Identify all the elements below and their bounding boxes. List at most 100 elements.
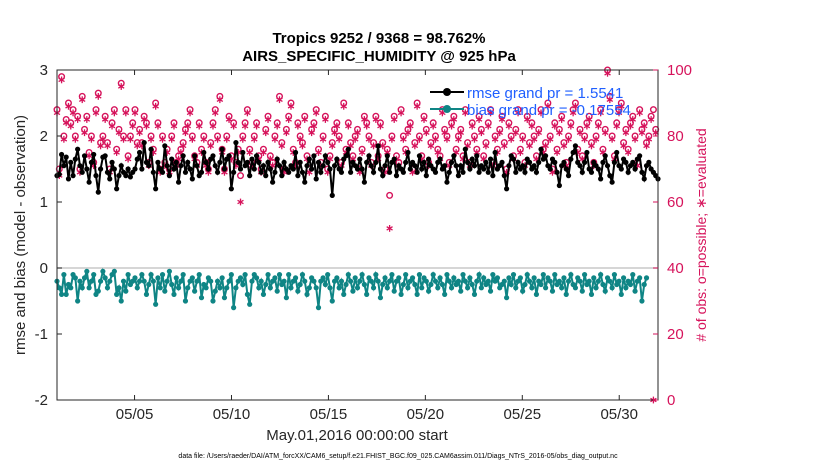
obs-evaluated-point xyxy=(462,109,469,117)
bias-point xyxy=(465,285,471,291)
bias-point xyxy=(146,281,152,288)
bias-point xyxy=(437,275,443,281)
obs-evaluated-point xyxy=(186,109,194,117)
bias-point xyxy=(403,272,409,278)
obs-evaluated-point xyxy=(113,149,120,156)
obs-evaluated-point xyxy=(542,142,549,150)
bias-point xyxy=(79,285,85,291)
obs-evaluated-point xyxy=(361,116,368,123)
obs-evaluated-point xyxy=(354,129,361,137)
bias-point xyxy=(377,295,384,301)
rmse-point xyxy=(214,169,221,175)
obs-evaluated-point xyxy=(377,122,384,130)
bias-point xyxy=(641,281,647,288)
rmse-point xyxy=(609,179,615,185)
rmse-point xyxy=(95,189,101,195)
obs-evaluated-point xyxy=(423,129,430,137)
rmse-point xyxy=(104,169,111,175)
bias-point xyxy=(306,285,312,291)
obs-evaluated-point xyxy=(189,135,196,143)
obs-evaluated-point xyxy=(624,149,632,156)
legend-bias-label: bias grand pr = -0.17554 xyxy=(467,102,631,119)
bias-point xyxy=(373,272,379,278)
obs-evaluated-point xyxy=(581,135,588,143)
obs-evaluated-point xyxy=(83,116,91,123)
rmse-point xyxy=(426,156,432,162)
rmse-point xyxy=(510,156,517,162)
obs-evaluated-point xyxy=(315,149,322,156)
obs-evaluated-point xyxy=(308,129,315,137)
obs-evaluated-point xyxy=(475,116,483,123)
bias-point xyxy=(577,278,583,284)
bias-point xyxy=(97,278,104,284)
rmse-point xyxy=(364,159,370,165)
y-left-tick-label: 3 xyxy=(40,62,48,79)
bias-point xyxy=(487,288,494,294)
obs-evaluated-point xyxy=(276,96,283,104)
bias-point xyxy=(526,278,533,284)
bias-point xyxy=(157,285,163,291)
rmse-point xyxy=(639,169,645,175)
rmse-point xyxy=(641,176,647,182)
y-axis-label-left: rmse and bias (model - observation) xyxy=(12,115,29,355)
obs-evaluated-point xyxy=(312,109,320,117)
rmse-point xyxy=(270,179,276,185)
rmse-point xyxy=(219,146,225,152)
bias-point xyxy=(382,275,388,281)
plot-frame xyxy=(56,69,659,401)
obs-evaluated-point xyxy=(301,116,309,123)
rmse-point xyxy=(581,159,588,165)
rmse-point xyxy=(536,159,542,165)
bias-point xyxy=(593,285,599,291)
rmse-point xyxy=(387,169,393,175)
bias-point xyxy=(416,272,423,278)
y-right-tick-label: 60 xyxy=(667,194,684,211)
bias-point xyxy=(348,278,354,284)
obs-evaluated-point xyxy=(179,142,187,150)
y-right-tick-label: 80 xyxy=(667,128,684,145)
bias-point xyxy=(95,288,101,294)
rmse-point xyxy=(623,159,629,165)
obs-evaluated-point xyxy=(154,122,162,130)
obs-evaluated-point xyxy=(120,135,127,143)
rmse-point xyxy=(318,169,324,175)
rmse-point xyxy=(127,174,134,180)
rmse-point xyxy=(192,153,198,159)
bias-point xyxy=(531,275,537,281)
rmse-point xyxy=(361,179,367,185)
rmse-point xyxy=(646,159,652,165)
rmse-point xyxy=(189,176,195,182)
obs-evaluated-point xyxy=(535,129,542,137)
rmse-point xyxy=(611,159,618,165)
rmse-point xyxy=(244,159,250,165)
bias-point xyxy=(338,278,345,284)
bias-point xyxy=(354,285,361,291)
rmse-point xyxy=(169,156,175,162)
obs-evaluated-point xyxy=(67,122,75,130)
obs-evaluated-point xyxy=(370,142,377,150)
obs-evaluated-point xyxy=(212,109,219,117)
bias-point xyxy=(274,288,280,294)
bias-point xyxy=(364,291,370,297)
rmse-point xyxy=(444,179,450,185)
obs-evaluated-point xyxy=(251,135,258,143)
rmse-point xyxy=(109,159,115,165)
obs-evaluated-point xyxy=(147,135,155,143)
bias-point xyxy=(588,291,595,297)
obs-evaluated-point xyxy=(484,122,492,130)
rmse-point xyxy=(276,163,283,169)
bias-point xyxy=(446,278,452,284)
bias-point xyxy=(600,281,606,288)
bias-point xyxy=(100,268,106,274)
rmse-point xyxy=(556,182,562,189)
obs-evaluated-point xyxy=(351,135,359,143)
bias-point xyxy=(116,285,122,291)
obs-evaluated-point xyxy=(111,109,118,117)
obs-evaluated-point xyxy=(319,135,327,143)
rmse-point xyxy=(462,146,468,152)
rmse-point xyxy=(607,173,613,179)
bias-point xyxy=(276,272,283,278)
rmse-point xyxy=(72,156,78,162)
obs-evaluated-point xyxy=(207,142,214,150)
rmse-point xyxy=(185,159,191,165)
